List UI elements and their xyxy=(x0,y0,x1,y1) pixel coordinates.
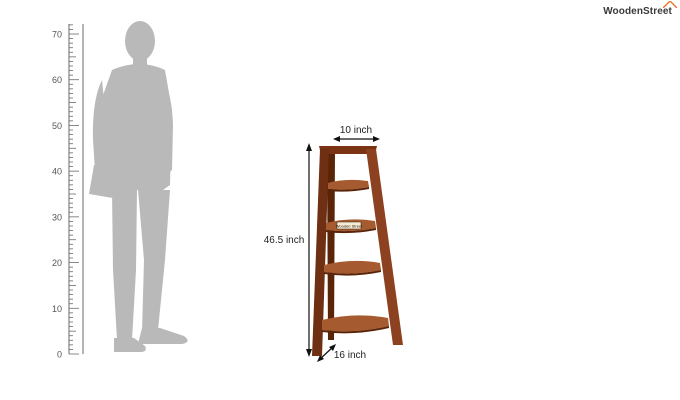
silhouette-left-shoe xyxy=(114,338,146,352)
ruler-tick-label: 10 xyxy=(52,304,62,314)
silhouette-right-arm xyxy=(163,78,173,175)
shelf-board-4 xyxy=(322,315,389,332)
shelf-board-3 xyxy=(324,260,381,274)
ruler-tick-label: 20 xyxy=(52,258,62,268)
ruler-tick-label: 70 xyxy=(52,30,62,40)
shelf-brand-tag-text: Wooden Street xyxy=(336,224,363,229)
brand-logo: WoodenStreet xyxy=(603,1,678,17)
ruler-tick-label: 0 xyxy=(57,350,62,360)
depth-dimension: 16 inch xyxy=(317,344,366,362)
ruler-tick-label: 50 xyxy=(52,121,62,131)
silhouette-jacket-tail xyxy=(89,165,115,198)
width-arrow-left xyxy=(333,136,340,142)
shelf-left-leg xyxy=(312,149,329,356)
height-dimension: 46.5 inch xyxy=(258,143,312,357)
height-label: 46.5 inch xyxy=(264,235,305,246)
silhouette-torso xyxy=(96,64,172,190)
width-dimension: 10 inch xyxy=(333,125,380,142)
depth-label: 16 inch xyxy=(334,350,366,361)
ruler-tick-label: 60 xyxy=(52,75,62,85)
shelf-brand-tag xyxy=(336,221,362,230)
ruler-label-group: 0 10 20 30 40 50 60 70 xyxy=(52,30,62,360)
height-arrow-bottom xyxy=(306,349,312,357)
silhouette-neck xyxy=(133,56,147,66)
silhouette-left-leg xyxy=(112,190,137,340)
shelf-top-cap xyxy=(319,146,377,154)
ruler-tick-label: 30 xyxy=(52,212,62,222)
depth-arrow-start xyxy=(317,355,324,362)
height-arrow-top xyxy=(306,143,312,151)
height-ruler: 0 10 20 30 40 50 60 70 xyxy=(52,24,84,360)
width-label: 10 inch xyxy=(340,125,372,136)
silhouette-left-arm xyxy=(92,80,108,185)
brand-name: WoodenStreet xyxy=(603,6,672,17)
ruler-tick-label: 40 xyxy=(52,167,62,177)
human-silhouette xyxy=(89,21,188,352)
depth-arrow-end xyxy=(329,344,336,351)
silhouette-right-shoe xyxy=(138,328,188,344)
width-arrow-right xyxy=(373,136,380,142)
shelf-right-leg xyxy=(366,149,403,345)
roof-icon xyxy=(663,1,678,8)
silhouette-head xyxy=(125,21,155,61)
silhouette-right-leg xyxy=(138,190,170,332)
ladder-shelf: Wooden Street xyxy=(312,146,403,356)
ruler-tick-group xyxy=(69,24,79,355)
shelf-back-post xyxy=(327,150,335,340)
shelf-board-1 xyxy=(328,179,369,190)
